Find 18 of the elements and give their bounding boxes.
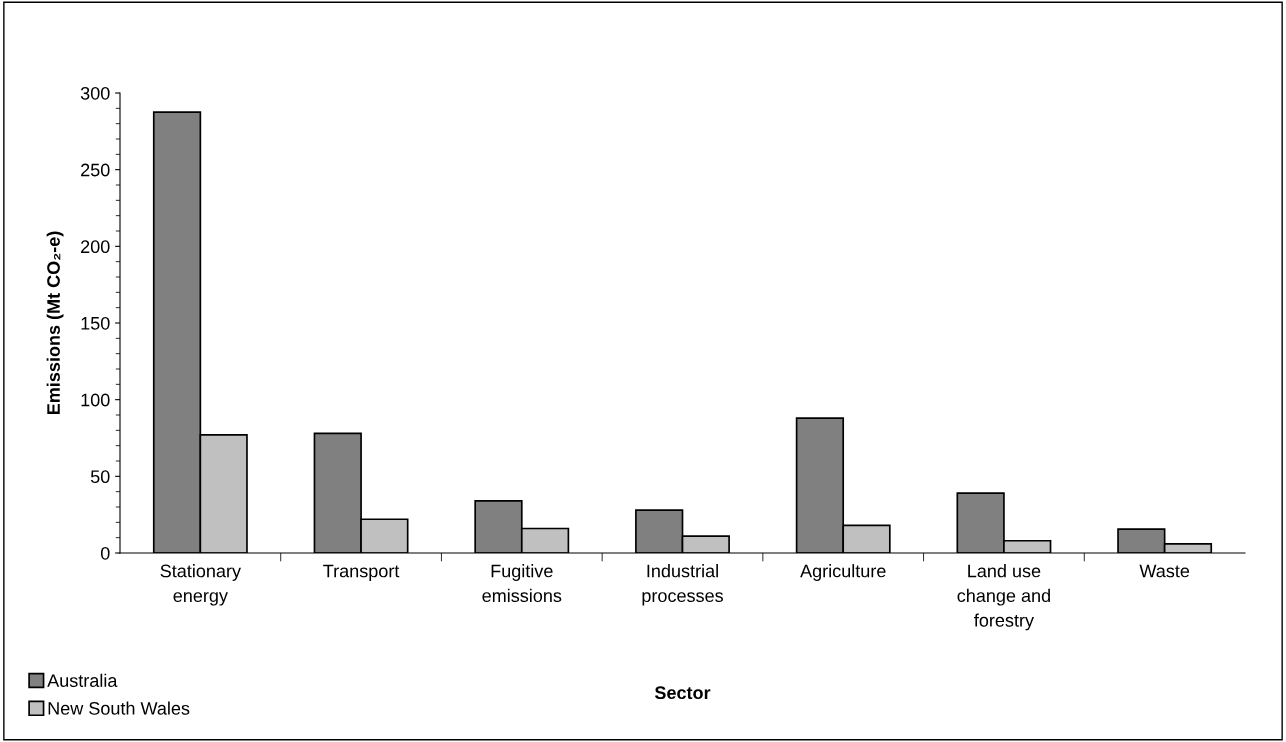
y-tick-label: 150 bbox=[81, 316, 110, 330]
y-tick-label: 200 bbox=[81, 240, 110, 254]
y-tick-label: 250 bbox=[81, 163, 110, 177]
legend-label: Australia bbox=[47, 673, 118, 687]
x-tick-label: Agriculture bbox=[800, 564, 886, 581]
y-tick-label: 0 bbox=[100, 546, 110, 560]
legend-label: New South Wales bbox=[48, 701, 190, 715]
x-tick-label: Industrial processes bbox=[642, 564, 723, 606]
x-tick-label: Waste bbox=[1139, 564, 1190, 578]
y-tick-label: 300 bbox=[80, 86, 110, 100]
y-tick-label: 100 bbox=[81, 393, 110, 407]
y-axis-title: Emissions (Mt CO₂-e) bbox=[46, 231, 64, 415]
x-tick-label: Transport bbox=[323, 564, 400, 581]
x-tick-label: Fugitive emissions bbox=[482, 564, 562, 603]
x-axis-title: Sector bbox=[654, 686, 711, 700]
y-tick-label: 50 bbox=[90, 470, 110, 484]
x-tick-label: Stationary energy bbox=[160, 564, 241, 606]
x-tick-label: Land use change and forestry bbox=[957, 564, 1050, 631]
